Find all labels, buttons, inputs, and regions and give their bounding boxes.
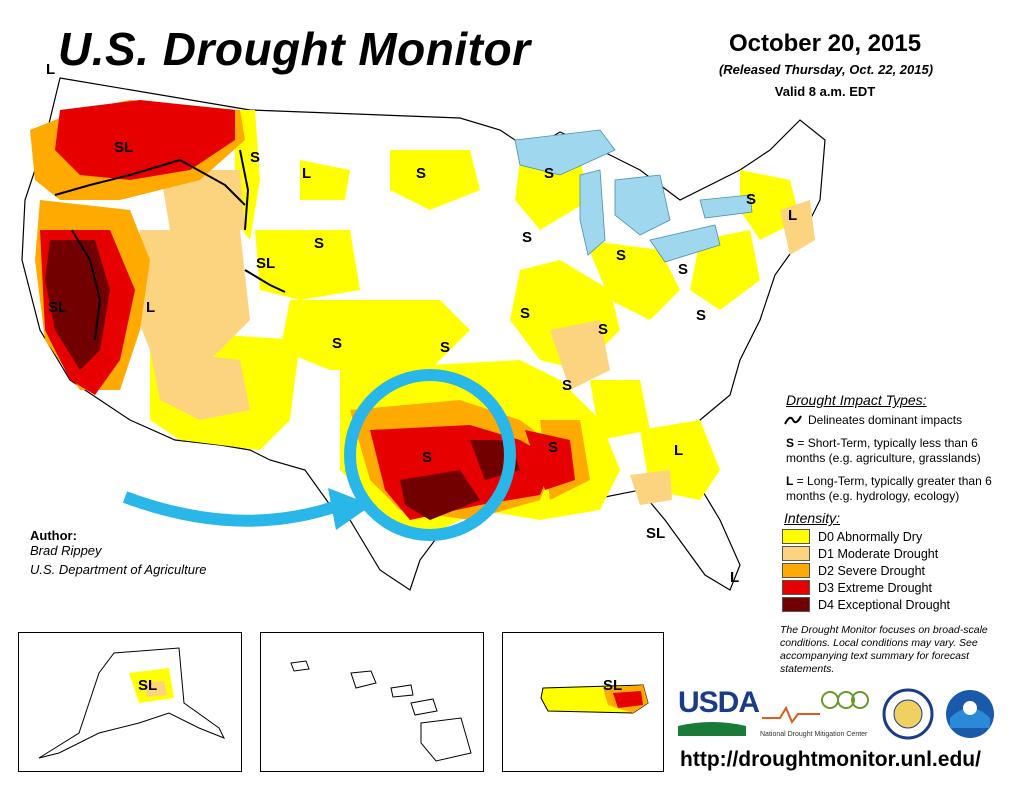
label-s-michigan-up: S <box>544 165 554 182</box>
puerto-rico-inset: SL <box>502 632 664 772</box>
ndmc-logo-text: National Drought Mitigation Center <box>760 731 868 738</box>
ndmc-logo: National Drought Mitigation Center <box>760 688 872 740</box>
impact-line-icon <box>784 415 802 425</box>
label-sl-wyoming: SL <box>256 255 275 272</box>
map-date: October 20, 2015 <box>728 30 922 57</box>
legend-swatch-d3 <box>782 580 810 595</box>
label-l-montana: L <box>302 165 311 182</box>
ndmc-logo-graphic <box>762 691 869 724</box>
label-s-wyoming-east: S <box>314 235 324 252</box>
legend-swatch-d1 <box>782 546 810 561</box>
alaska-map: SL <box>38 647 226 759</box>
legend-label-d0: D0 Abnormally Dry <box>818 529 923 544</box>
usda-logo-text: USDA <box>678 686 760 719</box>
impact-line-label: Delineates dominant impacts <box>808 413 963 427</box>
legend-label-d1: D1 Moderate Drought <box>818 546 939 561</box>
long-term-text: = Long-Term, typically greater than 6 mo… <box>786 474 992 503</box>
intensity-heading: Intensity: <box>784 510 841 526</box>
label-s-west-virginia: S <box>696 307 706 324</box>
impact-types-heading: Drought Impact Types: <box>786 392 927 408</box>
long-term-definition: L = Long-Term, typically greater than 6 … <box>786 474 1018 504</box>
label-sl-puerto-rico: SL <box>603 677 622 694</box>
label-s-kansas: S <box>440 339 450 356</box>
label-s-illinois: S <box>598 321 608 338</box>
label-s-iowa: S <box>520 305 530 322</box>
legend-label-d3: D3 Extreme Drought <box>818 580 932 595</box>
short-term-text: = Short-Term, typically less than 6 mont… <box>786 436 981 465</box>
valid-time: Valid 8 a.m. EDT <box>774 84 876 99</box>
long-term-key: L <box>786 474 794 488</box>
impact-lines <box>54 149 286 341</box>
hawaii-inset <box>260 632 484 772</box>
label-s-dakotas: S <box>416 165 426 182</box>
label-l-northwest-corner: L <box>46 61 55 78</box>
release-date: (Released Thursday, Oct. 22, 2015) <box>718 62 934 77</box>
map-title: U.S. Drought Monitor <box>58 23 531 75</box>
label-l-new-england: L <box>788 207 797 224</box>
label-s-indiana: S <box>616 247 626 264</box>
legend-swatch-d4 <box>782 597 810 612</box>
author-name: Brad Rippey <box>30 543 102 558</box>
label-sl-california: SL <box>48 299 67 316</box>
legend-d0: D0 Abnormally Dry <box>782 529 922 544</box>
label-s-new-york: S <box>746 191 756 208</box>
d1-regions <box>130 170 815 505</box>
author-heading: Author: <box>30 528 77 543</box>
great-lakes <box>514 129 753 263</box>
label-l-florida: L <box>730 569 739 586</box>
legend-swatch-d0 <box>782 529 810 544</box>
impact-line-legend: Delineates dominant impacts <box>784 413 962 427</box>
usda-logo-swoosh <box>678 722 746 736</box>
label-s-colorado: S <box>332 335 342 352</box>
commerce-seal <box>882 688 934 740</box>
label-s-missouri: S <box>562 377 572 394</box>
legend-label-d4: D4 Exceptional Drought <box>818 597 951 612</box>
short-term-definition: S = Short-Term, typically less than 6 mo… <box>786 436 1018 466</box>
label-l-georgia: L <box>674 442 683 459</box>
highlight-arrow <box>122 491 342 527</box>
hawaii-map <box>290 660 472 762</box>
legend-d1: D1 Moderate Drought <box>782 546 938 561</box>
highlight-arrowhead <box>328 488 372 530</box>
map-impact-labels: SL L SL L SL S L S S S S S S S L S S S S… <box>46 61 797 586</box>
legend-swatch-d2 <box>782 563 810 578</box>
label-sl-florida: SL <box>646 525 665 542</box>
legend-d2: D2 Severe Drought <box>782 563 925 578</box>
usda-logo: USDA <box>678 686 760 738</box>
label-s-montana-west: S <box>250 149 260 166</box>
legend-d4: D4 Exceptional Drought <box>782 597 950 612</box>
noaa-logo <box>944 688 996 740</box>
alaska-inset: SL <box>18 632 242 772</box>
website-url[interactable]: http://droughtmonitor.unl.edu/ <box>680 748 981 771</box>
label-l-nevada: L <box>146 299 155 316</box>
puerto-rico-map: SL <box>540 677 649 714</box>
label-sl-alaska: SL <box>138 677 157 694</box>
author-organization: U.S. Department of Agriculture <box>30 562 207 577</box>
label-sl-northwest: SL <box>114 139 133 156</box>
short-term-key: S <box>786 436 795 450</box>
legend-label-d2: D2 Severe Drought <box>818 563 926 578</box>
highlight-circle <box>344 369 516 541</box>
label-s-texas: S <box>422 449 432 466</box>
disclaimer-note: The Drought Monitor focuses on broad-sca… <box>780 624 988 675</box>
label-s-ohio: S <box>678 261 688 278</box>
label-s-mississippi: S <box>548 439 558 456</box>
legend-d3: D3 Extreme Drought <box>782 580 932 595</box>
label-s-wisconsin: S <box>522 229 532 246</box>
